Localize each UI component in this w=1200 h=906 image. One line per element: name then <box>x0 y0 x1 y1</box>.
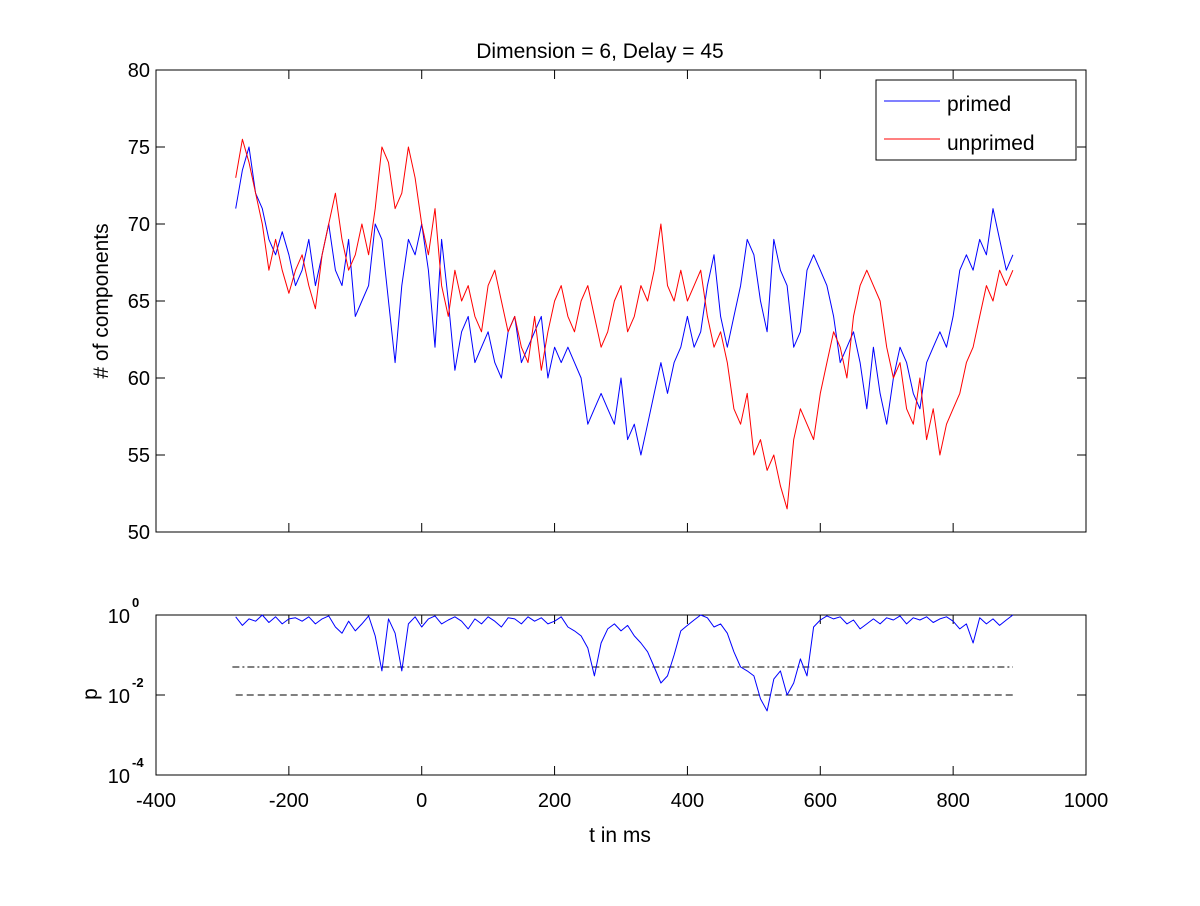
chart-title: Dimension = 6, Delay = 45 <box>476 40 723 63</box>
bottom-y-tick-exponent: -4 <box>132 755 144 770</box>
top-y-tick-label: 70 <box>128 214 150 236</box>
x-tick-label: 0 <box>416 790 427 812</box>
x-tick-label: 600 <box>804 790 837 812</box>
bottom-y-tick-exponent: 0 <box>132 595 139 610</box>
bottom-axes: p t in ms -400 -200 0 200 400 600 800 100010010… <box>79 595 1108 847</box>
x-axis-label: t in ms <box>589 824 651 847</box>
legend-label-unprimed: unprimed <box>947 132 1035 155</box>
bottom-series-group <box>235 614 1014 712</box>
x-tick-label: -200 <box>269 790 309 812</box>
x-tick-label: 800 <box>936 790 969 812</box>
series-line-p <box>235 614 1014 712</box>
bottom-y-tick-exponent: -2 <box>132 675 144 690</box>
y-axis-label-top: # of components <box>90 223 113 378</box>
top-y-tick-label: 60 <box>128 368 150 390</box>
series-line-primed <box>235 146 1014 456</box>
top-y-tick-label: 55 <box>128 445 150 467</box>
bottom-y-tick-label: 10 <box>108 686 130 708</box>
top-y-tick-label: 80 <box>128 60 150 82</box>
x-tick-label: 400 <box>671 790 704 812</box>
top-series-group <box>235 138 1014 510</box>
legend: primed unprimed <box>875 79 1077 161</box>
series-line-unprimed <box>235 138 1014 510</box>
top-y-tick-label: 65 <box>128 291 150 313</box>
y-axis-label-bottom: p <box>79 688 102 700</box>
top-y-tick-label: 50 <box>128 522 150 544</box>
top-y-tick-label: 75 <box>128 137 150 159</box>
bottom-y-tick-label: 10 <box>108 606 130 628</box>
legend-box <box>875 79 1077 161</box>
x-tick-label: 1000 <box>1064 790 1109 812</box>
top-axes: Dimension = 6, Delay = 45 # of component… <box>90 40 1087 544</box>
top-axis-ticks: 50 55 60 65 70 75 80 <box>128 60 1087 544</box>
legend-label-primed: primed <box>947 93 1011 116</box>
x-tick-label: 200 <box>538 790 571 812</box>
bottom-y-tick-label: 10 <box>108 766 130 788</box>
x-tick-label: -400 <box>136 790 176 812</box>
reference-lines <box>232 666 1013 696</box>
